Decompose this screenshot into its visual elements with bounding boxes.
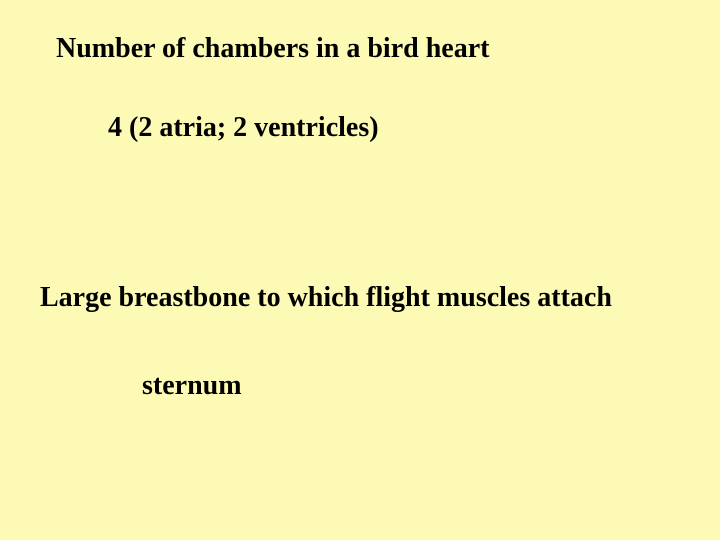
question-1-prompt: Number of chambers in a bird heart [56,33,489,65]
question-2-prompt: Large breastbone to which flight muscles… [40,282,612,314]
question-1-answer: 4 (2 atria; 2 ventricles) [108,112,379,144]
question-2-answer: sternum [142,370,242,402]
